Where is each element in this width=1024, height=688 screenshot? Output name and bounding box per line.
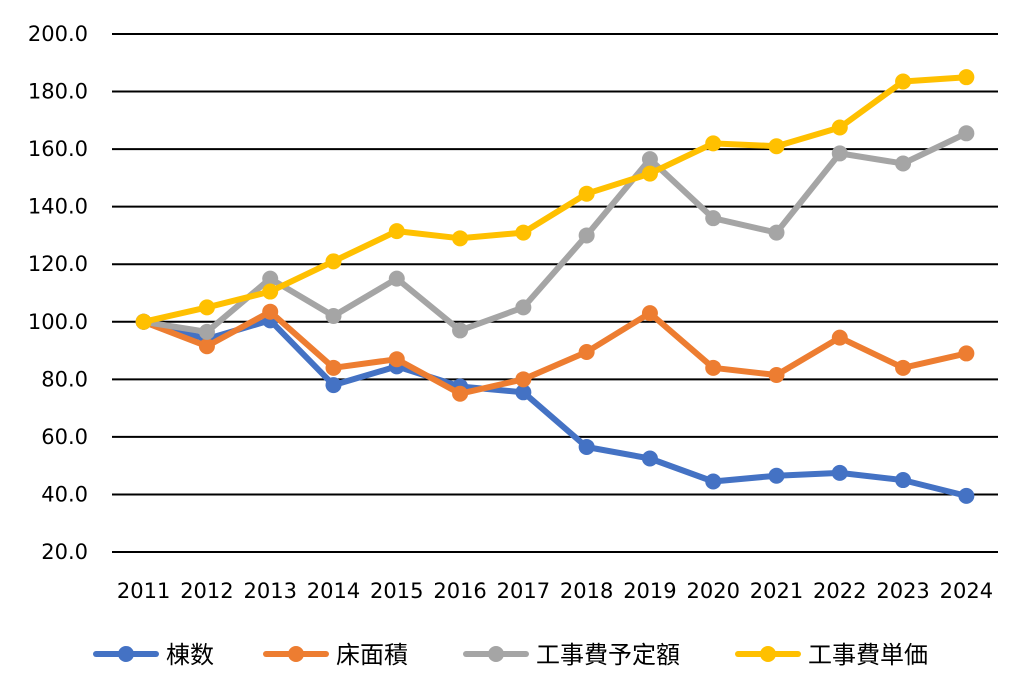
legend-swatch-marker <box>288 646 304 662</box>
data-point <box>388 351 405 368</box>
data-point <box>641 165 658 182</box>
data-point <box>325 308 342 325</box>
legend-label: 棟数 <box>166 641 214 669</box>
data-point <box>198 323 215 340</box>
data-point <box>578 185 595 202</box>
data-point <box>135 313 152 330</box>
y-tick-label: 40.0 <box>41 482 88 506</box>
y-tick-label: 120.0 <box>28 252 88 276</box>
data-point <box>198 338 215 355</box>
data-point <box>831 119 848 136</box>
data-point <box>895 472 912 489</box>
data-point <box>895 155 912 172</box>
series-2 <box>135 303 975 402</box>
legend-swatch-marker <box>760 646 776 662</box>
data-point <box>452 385 469 402</box>
data-point <box>641 450 658 467</box>
data-point <box>388 270 405 287</box>
data-point <box>958 487 975 504</box>
x-tick-label: 2015 <box>370 579 423 603</box>
y-tick-label: 180.0 <box>28 80 88 104</box>
data-point <box>831 145 848 162</box>
plot-series <box>135 69 975 504</box>
series-line <box>140 308 970 397</box>
x-tick-label: 2012 <box>180 579 233 603</box>
legend-swatch-marker <box>118 646 134 662</box>
series-4 <box>135 69 975 330</box>
y-tick-label: 80.0 <box>41 367 88 391</box>
data-point <box>705 473 722 490</box>
data-point <box>705 359 722 376</box>
data-point <box>515 371 532 388</box>
data-point <box>578 227 595 244</box>
x-tick-label: 2024 <box>940 579 993 603</box>
legend-swatch-marker <box>488 646 504 662</box>
x-tick-label: 2023 <box>876 579 929 603</box>
y-tick-label: 20.0 <box>41 540 88 564</box>
data-point <box>768 367 785 384</box>
x-tick-label: 2017 <box>497 579 550 603</box>
x-axis-tick-labels: 2011 2012 2013 2014 2015 2016 2017 2018 2019 2020… <box>117 579 993 603</box>
data-point <box>768 467 785 484</box>
data-point <box>452 230 469 247</box>
x-tick-label: 2020 <box>686 579 739 603</box>
data-point <box>325 359 342 376</box>
data-point <box>895 359 912 376</box>
y-axis-tick-labels: 200.0 180.0 160.0 140.0 120.0 100.0 80.0 60.0 40… <box>28 22 88 564</box>
x-tick-label: 2022 <box>813 579 866 603</box>
data-point <box>262 270 279 287</box>
data-point <box>831 329 848 346</box>
x-tick-label: 2013 <box>243 579 296 603</box>
legend-label: 工事費予定額 <box>536 641 680 669</box>
data-point <box>262 283 279 300</box>
data-point <box>198 299 215 316</box>
data-point <box>768 138 785 155</box>
data-point <box>895 73 912 90</box>
data-point <box>452 322 469 339</box>
y-tick-label: 140.0 <box>28 195 88 219</box>
series-line <box>140 317 970 499</box>
series-line <box>140 74 970 325</box>
data-point <box>262 303 279 320</box>
x-tick-label: 2021 <box>750 579 803 603</box>
x-tick-label: 2019 <box>623 579 676 603</box>
data-point <box>578 438 595 455</box>
data-point <box>515 384 532 401</box>
data-point <box>958 69 975 86</box>
data-point <box>325 253 342 270</box>
data-point <box>831 464 848 481</box>
data-point <box>958 345 975 362</box>
data-point <box>515 224 532 241</box>
x-tick-label: 2016 <box>433 579 486 603</box>
data-point <box>641 151 658 168</box>
data-point <box>325 377 342 394</box>
legend-item: 工事費予定額 <box>463 641 680 669</box>
y-tick-label: 200.0 <box>28 22 88 46</box>
legend: 棟数 床面積 工事費予定額 工事費単価 <box>93 641 928 669</box>
data-point <box>768 224 785 241</box>
x-tick-label: 2011 <box>117 579 170 603</box>
series-line <box>140 130 970 335</box>
data-point <box>388 223 405 240</box>
data-point <box>641 305 658 322</box>
y-tick-label: 160.0 <box>28 137 88 161</box>
legend-label: 床面積 <box>336 641 408 669</box>
y-tick-label: 100.0 <box>28 310 88 334</box>
legend-item: 床面積 <box>263 641 408 669</box>
legend-item: 棟数 <box>93 641 214 669</box>
y-tick-label: 60.0 <box>41 425 88 449</box>
data-point <box>705 135 722 152</box>
data-point <box>515 299 532 316</box>
data-point <box>705 210 722 227</box>
data-point <box>958 125 975 142</box>
x-tick-label: 2018 <box>560 579 613 603</box>
series-3 <box>135 125 975 340</box>
data-point <box>578 343 595 360</box>
x-tick-label: 2014 <box>307 579 360 603</box>
legend-label: 工事費単価 <box>808 641 928 669</box>
legend-item: 工事費単価 <box>735 641 928 669</box>
